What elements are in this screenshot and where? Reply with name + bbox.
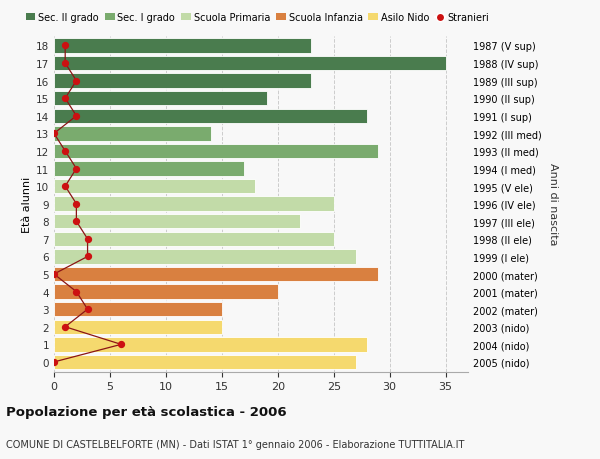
Point [61,95,70,103]
Bar [54,215,300,229]
Bar [54,162,244,176]
Point [71,113,81,120]
Point [71,218,81,225]
Text: COMUNE DI CASTELBELFORTE (MN) - Dati ISTAT 1° gennaio 2006 - Elaborazione TUTTIT: COMUNE DI CASTELBELFORTE (MN) - Dati IST… [6,440,464,449]
Bar [54,320,222,334]
Point [61,183,70,190]
Point [61,324,70,331]
Point [49,130,59,138]
Bar [54,145,379,159]
Bar [54,109,367,124]
Point [116,341,126,348]
Text: Popolazione per età scolastica - 2006: Popolazione per età scolastica - 2006 [6,405,287,419]
Bar [54,74,311,89]
Point [83,235,92,243]
Point [61,148,70,155]
Point [71,201,81,208]
Bar [54,179,256,194]
Point [71,166,81,173]
Y-axis label: Età alunni: Età alunni [22,176,32,232]
Point [83,253,92,261]
Point [71,288,81,296]
Point [71,78,81,85]
Bar [54,250,356,264]
Bar [54,92,266,106]
Bar [54,127,211,141]
Bar [54,355,356,369]
Bar [54,232,334,246]
Point [49,358,59,366]
Point [49,271,59,278]
Bar [54,197,334,212]
Point [61,43,70,50]
Bar [54,302,222,317]
Bar [54,267,379,282]
Point [83,306,92,313]
Bar [54,39,311,54]
Bar [54,337,367,352]
Point [61,60,70,67]
Y-axis label: Anni di nascita: Anni di nascita [548,163,558,246]
Bar [54,57,446,71]
Bar [54,285,278,299]
Legend: Sec. II grado, Sec. I grado, Scuola Primaria, Scuola Infanzia, Asilo Nido, Stran: Sec. II grado, Sec. I grado, Scuola Prim… [26,13,490,23]
